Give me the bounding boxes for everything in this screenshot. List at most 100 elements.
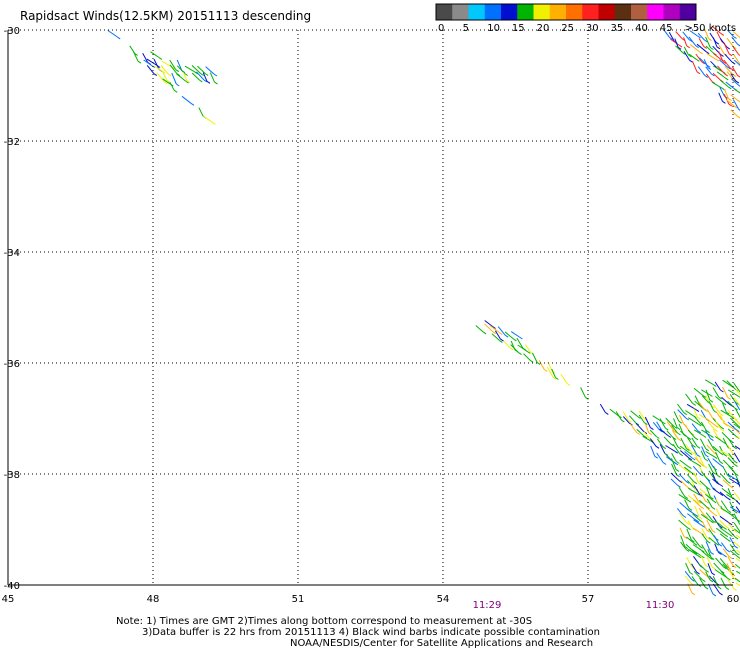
wind-barb <box>699 488 709 497</box>
wind-barb-flag <box>166 79 170 83</box>
wind-barb-flag <box>733 105 738 109</box>
wind-barb <box>615 411 622 421</box>
wind-barb-flag <box>722 100 726 104</box>
wind-barb-flag <box>720 53 724 57</box>
wind-barb <box>712 53 721 60</box>
wind-barb-flag <box>727 66 731 70</box>
wind-barb <box>720 500 729 511</box>
wind-barb <box>692 61 698 72</box>
wind-barb-flag <box>529 359 534 363</box>
wind-barb <box>722 386 729 398</box>
wind-barb <box>670 38 680 46</box>
wind-barb <box>684 575 692 584</box>
wind-barb <box>722 402 727 413</box>
wind-barb-flag <box>167 73 172 77</box>
colorbar-outline <box>435 3 697 21</box>
colorbar-tick-label: 45 <box>660 23 673 34</box>
wind-barb-flag <box>735 473 739 477</box>
wind-barb-flag <box>719 484 724 487</box>
wind-barb-flag <box>710 551 714 555</box>
wind-barb-flag <box>518 352 522 356</box>
wind-barb <box>724 66 734 75</box>
wind-barb-flag <box>186 80 191 84</box>
wind-barb <box>491 333 500 341</box>
wind-barb <box>665 417 675 427</box>
wind-barb <box>671 424 678 434</box>
wind-barb-flag <box>692 444 696 448</box>
wind-barb-flag <box>676 474 680 478</box>
wind-barb <box>679 450 690 459</box>
lat-label: -40 <box>4 581 20 592</box>
wind-barb <box>715 421 722 430</box>
wind-barb-flag <box>720 426 725 430</box>
wind-barb-flag <box>709 579 714 583</box>
wind-barb-flag <box>707 67 712 71</box>
wind-barb <box>494 330 501 340</box>
wind-barb <box>714 569 724 576</box>
wind-barb <box>713 535 720 545</box>
wind-barb <box>726 380 736 390</box>
wind-barb-flag <box>706 537 711 541</box>
colorbar-swatch <box>631 4 648 20</box>
wind-barb <box>724 53 733 63</box>
wind-barb <box>198 107 204 117</box>
wind-barb <box>726 37 734 47</box>
wind-barb <box>176 65 186 74</box>
wind-barb <box>722 548 730 557</box>
wind-barb-flag <box>694 437 699 441</box>
wind-barb <box>696 43 707 53</box>
wind-barb-flag <box>696 58 700 62</box>
wind-barb <box>720 473 728 482</box>
wind-barb <box>630 410 638 417</box>
wind-barb-flag <box>719 461 724 465</box>
wind-barb <box>727 457 735 465</box>
wind-barb <box>734 401 740 410</box>
wind-barb <box>700 513 711 522</box>
wind-barb-flag <box>203 79 208 83</box>
colorbar-swatch <box>484 4 502 20</box>
wind-barb-flag <box>676 461 680 464</box>
wind-barb <box>692 544 702 551</box>
note-line-3: NOAA/NESDIS/Center for Satellite Applica… <box>290 638 594 649</box>
wind-barb <box>666 456 676 464</box>
wind-barb-flag <box>734 545 739 549</box>
wind-barb-flag <box>654 455 658 459</box>
wind-barb <box>150 51 160 58</box>
wind-barb-flag <box>176 83 180 87</box>
wind-barb <box>722 422 732 428</box>
wind-barb <box>686 536 695 544</box>
wind-barb-flag <box>691 451 695 455</box>
wind-barb <box>729 550 740 559</box>
wind-barb-flag <box>696 454 701 458</box>
wind-barb <box>733 423 740 429</box>
wind-barb-flag <box>705 569 709 573</box>
wind-barb <box>727 578 734 589</box>
wind-barb-flag <box>727 510 732 513</box>
wind-barb <box>670 478 678 486</box>
wind-barb <box>707 438 714 450</box>
wind-barb <box>706 519 713 531</box>
wind-barb-flag <box>696 71 701 75</box>
wind-barb-flag <box>723 453 728 457</box>
wind-barb <box>700 492 706 502</box>
wind-barb-flag <box>686 45 690 49</box>
wind-barb-flag <box>718 586 722 590</box>
wind-barb <box>643 431 651 440</box>
wind-barb <box>675 31 683 39</box>
wind-barb <box>732 46 740 55</box>
wind-barb <box>701 521 708 531</box>
wind-barb <box>560 373 568 384</box>
wind-barb-flag <box>688 507 693 511</box>
wind-barb-flag <box>688 39 693 42</box>
wind-barb <box>719 491 728 499</box>
wind-barb-flag <box>153 73 158 77</box>
wind-barb <box>719 519 727 527</box>
wind-barb-flag <box>706 64 711 68</box>
wind-barb-flag <box>696 571 700 575</box>
wind-barb <box>713 562 722 572</box>
wind-barb-flag <box>715 58 720 62</box>
map-frame <box>7 30 733 586</box>
wind-barb <box>705 417 716 426</box>
wind-barb <box>701 446 706 456</box>
wind-barb-flag <box>500 338 504 342</box>
